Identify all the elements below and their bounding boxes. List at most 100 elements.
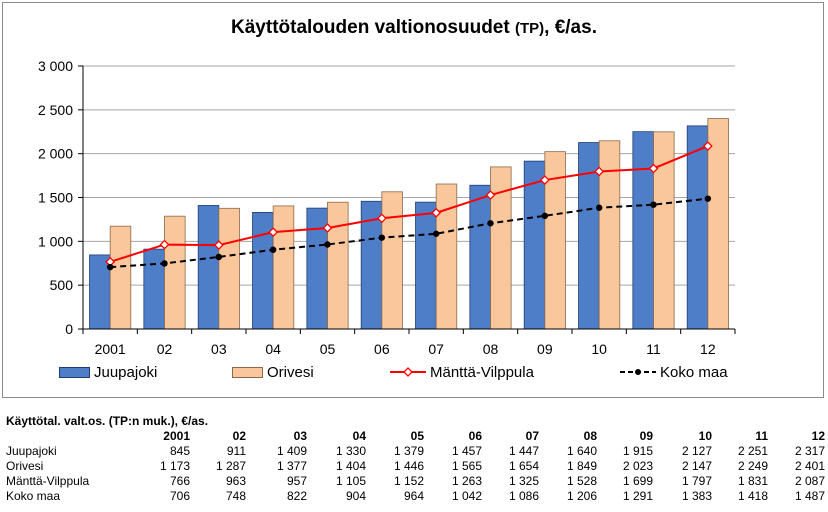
table-cell: 706 <box>169 489 190 503</box>
table-cell: 1 330 <box>335 444 366 458</box>
y-tick-label: 1 000 <box>38 233 73 249</box>
table-cell: 1 457 <box>451 444 482 458</box>
point-koko maa <box>595 204 603 211</box>
bar-orivesi <box>218 207 240 330</box>
chart-frame: Käyttötalouden valtionosuudet (TP), €/as… <box>2 2 824 398</box>
table-header-cell: 09 <box>639 429 653 443</box>
bar-orivesi <box>707 118 729 330</box>
table-cell: 904 <box>345 489 366 503</box>
point-mänttä-vilppula <box>431 207 442 218</box>
point-mänttä-vilppula <box>322 223 333 233</box>
table-caption: Käyttötal. valt.os. (TP:n muk.), €/as. <box>6 414 209 428</box>
table-cell: 1 831 <box>737 474 768 488</box>
table-cell: 1 086 <box>508 489 539 503</box>
table-cell: 1 487 <box>794 489 825 503</box>
x-tick-label: 09 <box>537 341 553 357</box>
table-cell: 1 173 <box>159 459 190 473</box>
table-cell: 1 383 <box>681 489 712 503</box>
table-cell: 1 528 <box>566 474 597 488</box>
x-tick-label: 04 <box>265 341 281 357</box>
bar-orivesi <box>435 183 458 330</box>
table-cell: 1 797 <box>681 474 712 488</box>
point-mänttä-vilppula <box>268 227 279 238</box>
table-header-cell: 02 <box>232 429 246 443</box>
plot-area: 0 500 1 000 1 500 2 000 2 500 3 000 2001 02 03 04 0… <box>38 58 736 357</box>
point-koko maa <box>650 201 657 208</box>
table-cell: 1 287 <box>215 459 246 473</box>
point-koko maa <box>269 246 277 253</box>
table-header-cell: 10 <box>698 429 712 443</box>
bar-juupajoki <box>632 131 654 330</box>
table-cell: 1 654 <box>508 459 539 473</box>
table-cell: 2 087 <box>794 474 825 488</box>
point-mänttä-vilppula <box>485 190 496 200</box>
x-tick-label: 11 <box>646 341 661 357</box>
bar-orivesi <box>381 191 403 330</box>
table-cell: 822 <box>286 489 307 503</box>
x-tick-label: 02 <box>157 341 173 357</box>
y-tick-label: 1 500 <box>38 190 73 206</box>
bar-juupajoki <box>252 212 274 330</box>
x-tick-label: 05 <box>320 341 336 357</box>
bar-juupajoki <box>523 160 546 330</box>
table-cell: 1 325 <box>508 474 539 488</box>
point-mänttä-vilppula <box>159 239 170 250</box>
table-header-cell: 07 <box>525 429 539 443</box>
table-cell: 2 401 <box>794 459 825 473</box>
chart-title-unit: , €/as. <box>544 17 597 38</box>
table-cell: 845 <box>169 444 190 458</box>
table-cell: 2 023 <box>622 459 653 473</box>
table-row-label: Koko maa <box>6 489 61 503</box>
table-cell: 1 409 <box>276 444 307 458</box>
table-cell: 957 <box>286 474 307 488</box>
x-tick-label: 07 <box>428 341 444 357</box>
table-cell: 2 317 <box>794 444 825 458</box>
y-tick-label: 3 000 <box>38 58 73 74</box>
bar-juupajoki <box>415 201 437 330</box>
table-header-cell: 12 <box>811 429 825 443</box>
table-row-label: Juupajoki <box>6 444 57 458</box>
point-koko maa <box>161 260 168 267</box>
table-cell: 2 147 <box>681 459 712 473</box>
table-header-cell: 06 <box>468 429 482 443</box>
line-koko maa <box>110 197 708 269</box>
table-cell: 1 291 <box>622 489 653 503</box>
table-cell: 911 <box>226 444 246 458</box>
table-cell: 1 379 <box>393 444 424 458</box>
table-cell: 1 446 <box>393 459 424 473</box>
x-tick-label: 03 <box>211 341 227 357</box>
point-mänttä-vilppula <box>648 163 659 174</box>
table-cell: 2 249 <box>737 459 768 473</box>
x-tick-label: 10 <box>591 341 607 357</box>
x-tick-label: 12 <box>700 341 716 357</box>
table-cell: 2 251 <box>737 444 768 458</box>
table-cell: 1 404 <box>335 459 366 473</box>
chart-title: Käyttötalouden valtionosuudet (TP), €/as… <box>3 17 825 39</box>
bar-juupajoki <box>469 184 491 330</box>
table-cell: 1 377 <box>276 459 307 473</box>
table-header-cell: 11 <box>755 429 768 443</box>
y-tick-label: 500 <box>50 277 74 293</box>
table-cell: 1 915 <box>622 444 653 458</box>
table-cell: 1 263 <box>451 474 482 488</box>
point-koko maa <box>215 253 223 261</box>
point-koko maa <box>324 241 331 248</box>
bar-orivesi <box>109 225 132 330</box>
bar-orivesi <box>327 201 349 330</box>
x-tick-label: 08 <box>483 341 499 357</box>
y-tick-label: 2 000 <box>38 146 73 162</box>
table-cell: 1 206 <box>566 489 597 503</box>
point-koko maa <box>487 220 494 227</box>
point-mänttä-vilppula <box>594 166 605 177</box>
bar-orivesi <box>164 215 186 330</box>
table-cell: 766 <box>169 474 190 488</box>
table-cell: 1 640 <box>566 444 597 458</box>
table-cell: 1 152 <box>393 474 424 488</box>
point-koko maa <box>541 212 549 220</box>
table-cell: 1 699 <box>622 474 653 488</box>
point-koko maa <box>378 234 386 241</box>
table-header-cell: 05 <box>410 429 424 443</box>
table-row-label: Orivesi <box>6 459 44 473</box>
bar-orivesi <box>598 140 621 330</box>
bar-juupajoki <box>143 248 165 330</box>
